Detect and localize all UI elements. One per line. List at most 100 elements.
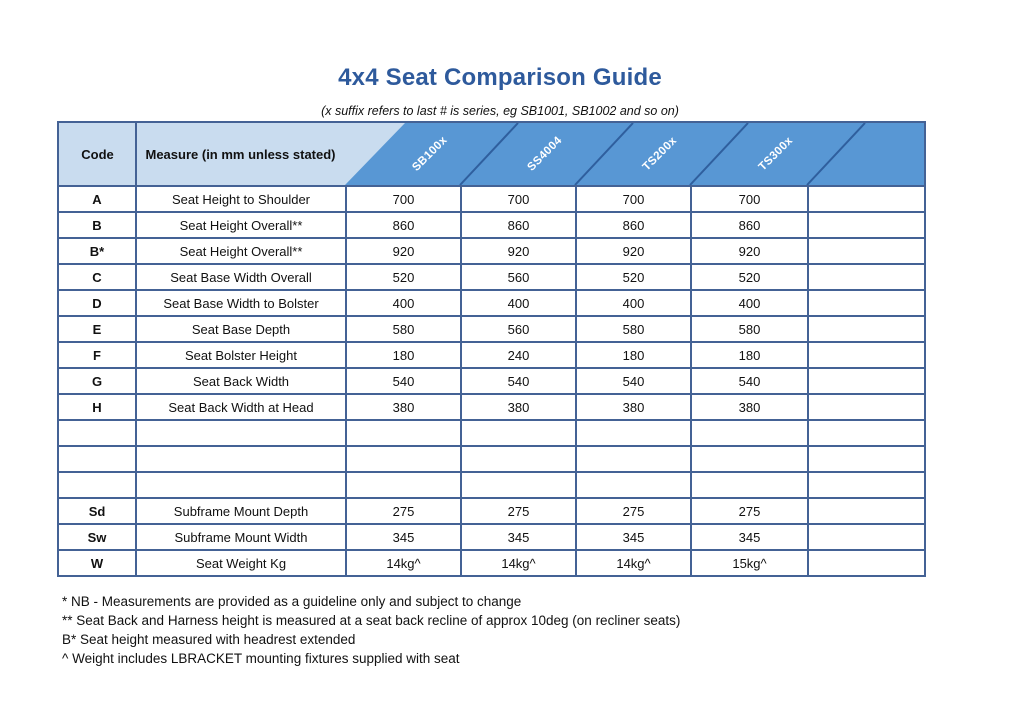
measure-cell: Seat Bolster Height <box>135 341 347 369</box>
measure-cell: Seat Height Overall** <box>135 237 347 265</box>
value-cell <box>460 471 577 499</box>
value-cell <box>807 419 926 447</box>
value-cell: 920 <box>575 237 692 265</box>
value-cell: 560 <box>460 315 577 343</box>
table-row: W Seat Weight Kg 14kg^ 14kg^ 14kg^ 15kg^ <box>57 549 926 577</box>
code-cell: G <box>57 367 137 395</box>
value-cell: 860 <box>460 211 577 239</box>
value-cell: 520 <box>345 263 462 291</box>
value-cell <box>690 419 809 447</box>
value-cell <box>690 445 809 473</box>
code-cell: E <box>57 315 137 343</box>
header-diagonal-graphics <box>135 123 924 185</box>
table-row: A Seat Height to Shoulder 700 700 700 700 <box>57 185 926 213</box>
value-cell: 180 <box>575 341 692 369</box>
table-row: D Seat Base Width to Bolster 400 400 400 400 <box>57 289 926 317</box>
value-cell <box>460 445 577 473</box>
value-cell: 540 <box>345 367 462 395</box>
code-cell: B* <box>57 237 137 265</box>
value-cell <box>807 445 926 473</box>
value-cell: 380 <box>460 393 577 421</box>
value-cell: 14kg^ <box>345 549 462 577</box>
value-cell: 275 <box>460 497 577 525</box>
value-cell: 920 <box>345 237 462 265</box>
code-cell: B <box>57 211 137 239</box>
measure-cell: Seat Height to Shoulder <box>135 185 347 213</box>
value-cell <box>807 367 926 395</box>
value-cell: 345 <box>460 523 577 551</box>
notes: * NB - Measurements are provided as a gu… <box>62 592 680 668</box>
measure-cell: Seat Back Width at Head <box>135 393 347 421</box>
value-cell: 380 <box>345 393 462 421</box>
value-cell: 345 <box>690 523 809 551</box>
measure-cell <box>135 471 347 499</box>
code-cell: C <box>57 263 137 291</box>
code-cell: D <box>57 289 137 317</box>
value-cell: 275 <box>690 497 809 525</box>
value-cell: 860 <box>690 211 809 239</box>
value-cell: 540 <box>575 367 692 395</box>
table-row: B Seat Height Overall** 860 860 860 860 <box>57 211 926 239</box>
measure-cell: Seat Base Depth <box>135 315 347 343</box>
value-cell <box>807 393 926 421</box>
table-body: A Seat Height to Shoulder 700 700 700 700 B Sea… <box>57 185 926 577</box>
value-cell: 380 <box>575 393 692 421</box>
value-cell: 240 <box>460 341 577 369</box>
value-cell <box>345 445 462 473</box>
measure-cell: Seat Base Width to Bolster <box>135 289 347 317</box>
measure-cell: Subframe Mount Width <box>135 523 347 551</box>
table-row: B* Seat Height Overall** 920 920 920 920 <box>57 237 926 265</box>
note-line: ^ Weight includes LBRACKET mounting fixt… <box>62 651 460 666</box>
value-cell: 275 <box>345 497 462 525</box>
code-cell: F <box>57 341 137 369</box>
value-cell <box>807 497 926 525</box>
table-row: C Seat Base Width Overall 520 560 520 520 <box>57 263 926 291</box>
value-cell <box>575 471 692 499</box>
value-cell <box>807 523 926 551</box>
value-cell: 700 <box>575 185 692 213</box>
value-cell: 560 <box>460 263 577 291</box>
value-cell <box>807 549 926 577</box>
value-cell: 400 <box>690 289 809 317</box>
table-row: E Seat Base Depth 580 560 580 580 <box>57 315 926 343</box>
value-cell: 860 <box>575 211 692 239</box>
code-cell <box>57 419 137 447</box>
value-cell <box>345 419 462 447</box>
value-cell: 920 <box>460 237 577 265</box>
value-cell: 400 <box>345 289 462 317</box>
value-cell <box>807 263 926 291</box>
value-cell: 180 <box>345 341 462 369</box>
note-line: * NB - Measurements are provided as a gu… <box>62 594 522 609</box>
value-cell: 860 <box>345 211 462 239</box>
value-cell <box>460 419 577 447</box>
page-subtitle: (x suffix refers to last # is series, eg… <box>321 104 679 118</box>
measure-cell: Seat Back Width <box>135 367 347 395</box>
value-cell <box>807 211 926 239</box>
value-cell: 400 <box>460 289 577 317</box>
value-cell: 15kg^ <box>690 549 809 577</box>
measure-cell: Subframe Mount Depth <box>135 497 347 525</box>
value-cell <box>345 471 462 499</box>
value-cell <box>807 185 926 213</box>
value-cell: 380 <box>690 393 809 421</box>
value-cell <box>807 315 926 343</box>
measure-cell <box>135 445 347 473</box>
table-row: H Seat Back Width at Head 380 380 380 380 <box>57 393 926 421</box>
table-row <box>57 419 926 447</box>
code-cell <box>57 471 137 499</box>
value-cell <box>807 237 926 265</box>
value-cell: 540 <box>460 367 577 395</box>
page-title: 4x4 Seat Comparison Guide <box>338 64 662 91</box>
code-cell: Sd <box>57 497 137 525</box>
code-cell: H <box>57 393 137 421</box>
col-header-code: Code <box>81 146 114 162</box>
value-cell: 520 <box>575 263 692 291</box>
value-cell: 700 <box>460 185 577 213</box>
value-cell: 580 <box>345 315 462 343</box>
value-cell: 345 <box>345 523 462 551</box>
value-cell: 580 <box>575 315 692 343</box>
table-row <box>57 445 926 473</box>
measure-cell: Seat Weight Kg <box>135 549 347 577</box>
value-cell: 180 <box>690 341 809 369</box>
